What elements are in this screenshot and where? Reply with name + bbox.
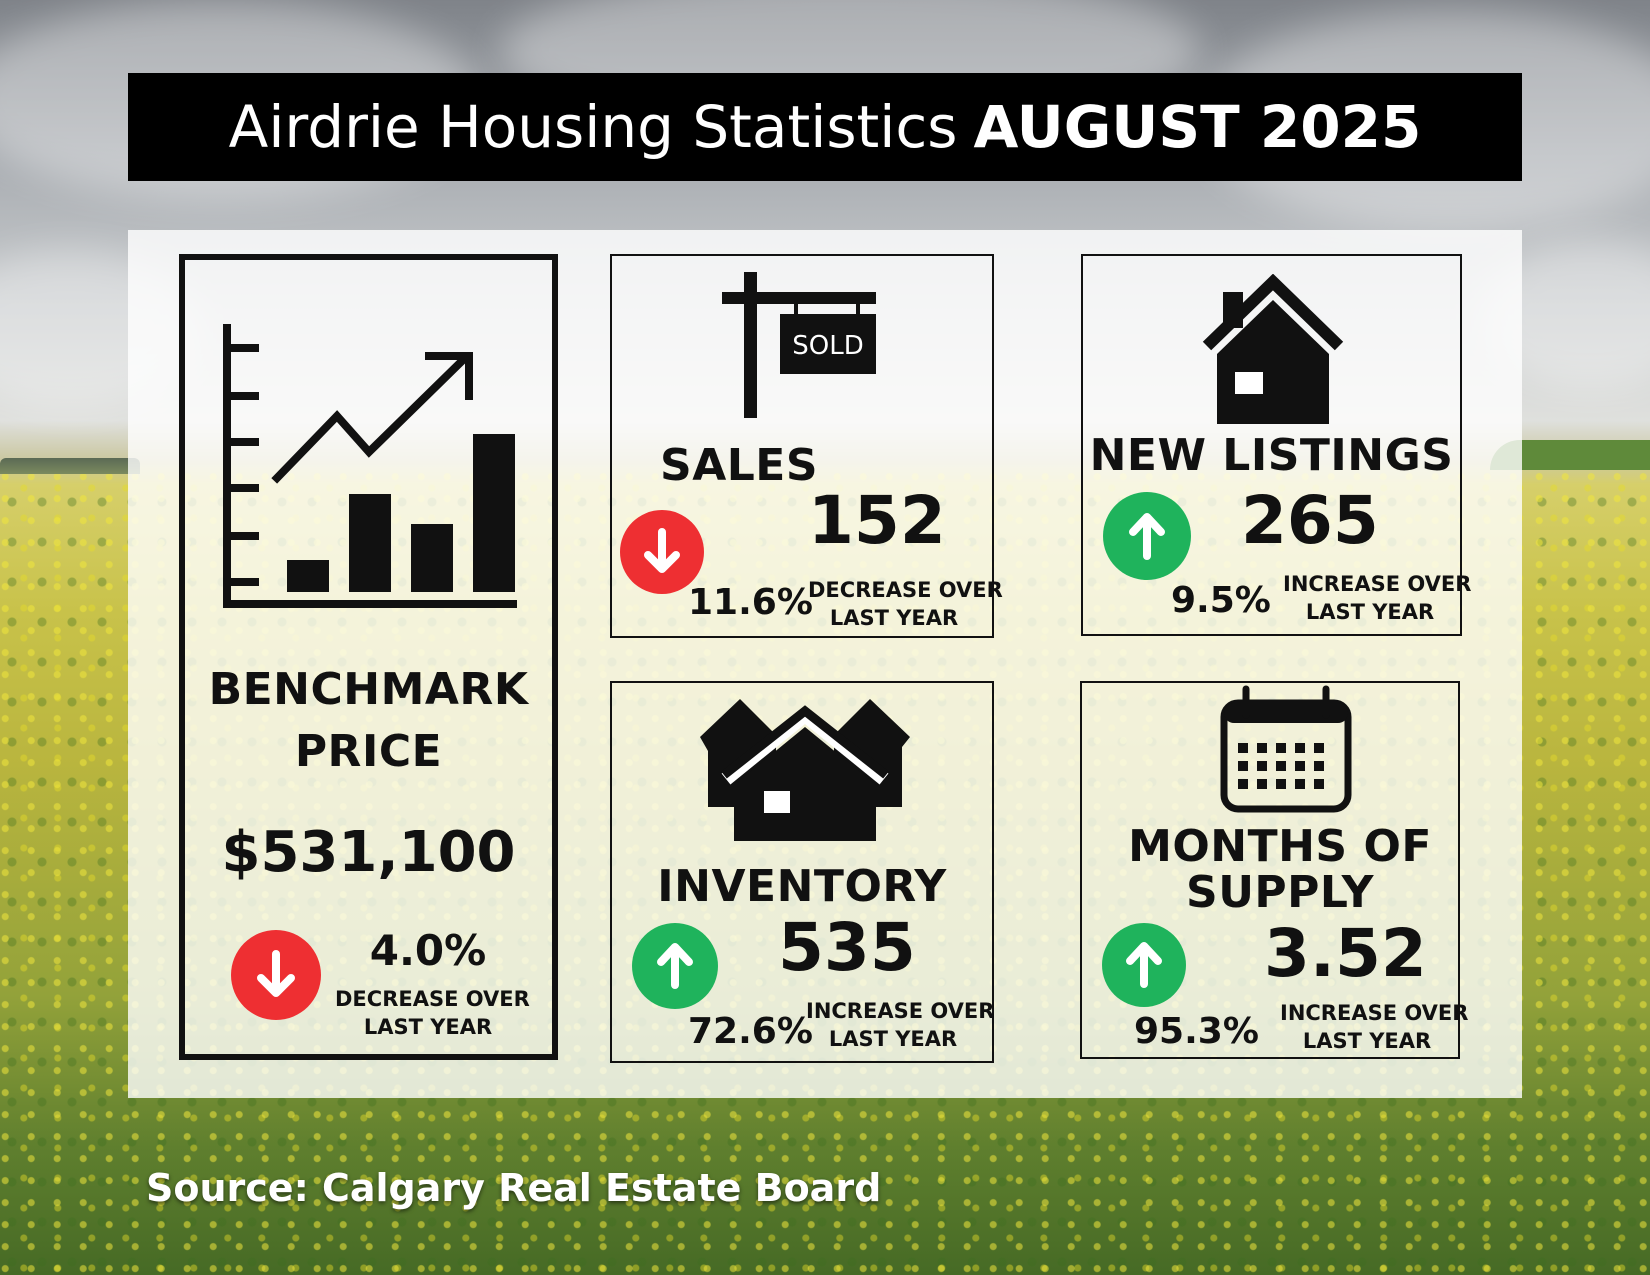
months-supply-change: 95.3%	[1134, 1011, 1259, 1052]
sales-card: SOLD SALES 152 11.6% DECREASE OVER LAST …	[610, 254, 1003, 638]
inventory-change: 72.6%	[688, 1011, 813, 1052]
benchmark-card: BENCHMARK PRICE $531,100 4.0% DECREASE O…	[179, 254, 558, 1060]
sales-change-badge	[620, 510, 704, 594]
months-supply-value: 3.52	[1264, 915, 1427, 992]
benchmark-value: $531,100	[221, 820, 516, 885]
inventory-note-line2: LAST YEAR	[828, 1027, 958, 1051]
sales-note-line2: LAST YEAR	[829, 606, 959, 630]
arrow-up-icon	[657, 943, 693, 989]
new-listings-note-line1: INCREASE OVER	[1283, 572, 1472, 596]
title-date: AUGUST 2025	[973, 93, 1422, 161]
houses-icon	[700, 699, 910, 841]
title-bar: Airdrie Housing Statistics AUGUST 2025	[128, 73, 1522, 181]
sales-note-line1: DECREASE OVER	[808, 578, 1003, 602]
source-credit: Source: Calgary Real Estate Board	[146, 1166, 882, 1210]
sales-value: 152	[808, 482, 946, 559]
months-supply-label-line1: MONTHS OF	[1128, 821, 1432, 872]
title-text: Airdrie Housing Statistics	[228, 93, 958, 161]
benchmark-label-line1: BENCHMARK	[208, 664, 529, 715]
new-listings-card: NEW LISTINGS 265 9.5% INCREASE OVER LAST…	[1081, 254, 1472, 636]
sales-change: 11.6%	[688, 582, 813, 623]
new-listings-label: NEW LISTINGS	[1089, 430, 1454, 481]
new-listings-value: 265	[1241, 482, 1379, 559]
arrow-down-icon	[644, 528, 680, 573]
months-supply-label-line2: SUPPLY	[1186, 867, 1374, 918]
benchmark-label-line2: PRICE	[294, 726, 443, 777]
new-listings-change-badge	[1103, 492, 1191, 580]
inventory-note-line1: INCREASE OVER	[806, 999, 995, 1023]
new-listings-note-line2: LAST YEAR	[1305, 600, 1435, 624]
new-listings-change: 9.5%	[1171, 580, 1271, 621]
sales-label: SALES	[660, 440, 819, 491]
arrow-up-icon	[1126, 942, 1162, 988]
months-supply-note-line2: LAST YEAR	[1302, 1029, 1432, 1053]
inventory-label: INVENTORY	[657, 861, 947, 912]
inventory-value: 535	[778, 909, 916, 986]
inventory-card: INVENTORY 535 72.6% INCREASE OVER LAST Y…	[610, 681, 994, 1063]
benchmark-change-badge	[231, 930, 321, 1020]
benchmark-change: 4.0%	[369, 926, 487, 975]
house-icon	[1202, 274, 1344, 424]
arrow-down-icon	[257, 950, 295, 997]
sold-sign-text: SOLD	[792, 331, 863, 361]
growth-chart-icon	[223, 324, 517, 608]
benchmark-note-line1: DECREASE OVER	[335, 987, 530, 1011]
sold-sign-icon: SOLD	[722, 272, 876, 418]
months-supply-card: MONTHS OF SUPPLY 3.52 95.3% INCREASE OVE…	[1080, 681, 1469, 1059]
calendar-icon	[1220, 685, 1352, 813]
months-supply-change-badge	[1102, 923, 1186, 1007]
months-supply-note-line1: INCREASE OVER	[1280, 1001, 1469, 1025]
inventory-change-badge	[632, 923, 718, 1009]
benchmark-note-line2: LAST YEAR	[363, 1015, 493, 1039]
arrow-up-icon	[1129, 513, 1165, 560]
